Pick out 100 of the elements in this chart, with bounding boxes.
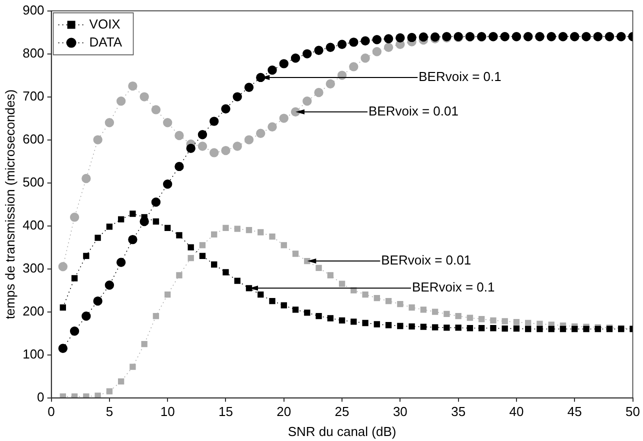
point bbox=[104, 118, 114, 128]
point bbox=[222, 269, 229, 276]
point bbox=[397, 300, 404, 308]
point bbox=[360, 36, 370, 46]
x-tick-label: 0 bbox=[48, 404, 55, 420]
point bbox=[362, 292, 368, 298]
point bbox=[314, 46, 324, 55]
point bbox=[302, 49, 312, 58]
point bbox=[304, 310, 310, 316]
point bbox=[408, 323, 415, 330]
point bbox=[350, 318, 357, 325]
point bbox=[199, 252, 206, 259]
point bbox=[118, 378, 124, 385]
point bbox=[268, 66, 277, 75]
y-tick-label: 700 bbox=[22, 88, 44, 104]
point bbox=[490, 325, 496, 332]
point bbox=[188, 254, 194, 262]
annotation: BERvoix = 0.1 bbox=[418, 68, 502, 84]
y-tick-label: 900 bbox=[22, 2, 44, 18]
point bbox=[327, 272, 334, 278]
point bbox=[372, 35, 382, 44]
point bbox=[327, 315, 334, 322]
annotation: BERvoix = 0.01 bbox=[368, 103, 458, 118]
point bbox=[478, 316, 485, 322]
point bbox=[151, 198, 161, 207]
y-tick-label: 600 bbox=[22, 131, 44, 146]
point bbox=[130, 364, 136, 370]
point bbox=[244, 135, 254, 144]
point bbox=[152, 218, 160, 225]
point bbox=[432, 324, 438, 330]
point bbox=[188, 244, 194, 250]
point bbox=[583, 326, 590, 332]
point bbox=[244, 82, 254, 92]
point bbox=[418, 32, 428, 42]
point bbox=[60, 304, 66, 311]
point bbox=[397, 322, 404, 330]
point bbox=[478, 325, 485, 332]
point bbox=[210, 148, 219, 158]
point bbox=[174, 162, 184, 172]
point bbox=[128, 234, 138, 244]
point bbox=[374, 294, 380, 302]
point bbox=[536, 326, 543, 332]
point bbox=[372, 47, 382, 56]
point bbox=[174, 130, 184, 140]
x-tick-label: 15 bbox=[218, 404, 233, 420]
point bbox=[466, 325, 474, 332]
point bbox=[349, 62, 358, 72]
annotation: BERvoix = 0.1 bbox=[412, 280, 495, 295]
point bbox=[279, 114, 288, 123]
point bbox=[186, 144, 196, 153]
y-axis-title: temps de transmission (microsecondes) bbox=[2, 89, 18, 320]
point bbox=[93, 296, 102, 306]
x-tick-label: 35 bbox=[451, 404, 466, 420]
point bbox=[490, 317, 496, 324]
point bbox=[140, 92, 149, 102]
point bbox=[211, 261, 218, 268]
y-tick-label: 0 bbox=[37, 389, 44, 404]
point bbox=[384, 42, 394, 52]
point bbox=[198, 130, 208, 140]
point bbox=[337, 40, 347, 49]
point bbox=[71, 275, 78, 282]
point bbox=[360, 54, 370, 63]
point bbox=[525, 326, 532, 332]
point bbox=[258, 229, 264, 236]
point bbox=[199, 242, 206, 248]
point bbox=[246, 227, 252, 234]
point bbox=[164, 224, 171, 232]
y-tick-label: 500 bbox=[22, 174, 44, 190]
point bbox=[384, 34, 394, 44]
point bbox=[279, 59, 288, 68]
point bbox=[502, 325, 508, 332]
point bbox=[151, 105, 161, 114]
point bbox=[221, 146, 230, 156]
point bbox=[234, 226, 240, 232]
point bbox=[141, 340, 148, 348]
point bbox=[314, 88, 324, 98]
point bbox=[502, 318, 508, 324]
legend-label: DATA bbox=[89, 34, 122, 50]
point bbox=[94, 234, 101, 241]
point bbox=[338, 317, 346, 324]
point bbox=[316, 264, 322, 272]
point bbox=[444, 310, 450, 318]
point bbox=[83, 252, 90, 259]
point bbox=[234, 278, 240, 284]
point bbox=[164, 292, 171, 298]
x-tick-label: 10 bbox=[160, 404, 175, 420]
point bbox=[232, 92, 242, 102]
point bbox=[198, 142, 208, 151]
x-tick-label: 20 bbox=[276, 404, 292, 420]
point bbox=[455, 313, 462, 320]
point bbox=[292, 250, 299, 257]
point bbox=[326, 79, 335, 88]
point bbox=[407, 32, 416, 42]
x-tick-label: 5 bbox=[106, 404, 114, 420]
point bbox=[221, 104, 230, 114]
point bbox=[290, 54, 300, 63]
point bbox=[130, 210, 136, 217]
x-axis-title: SNR du canal (dB) bbox=[288, 424, 396, 439]
point bbox=[232, 142, 242, 151]
point bbox=[316, 313, 322, 320]
